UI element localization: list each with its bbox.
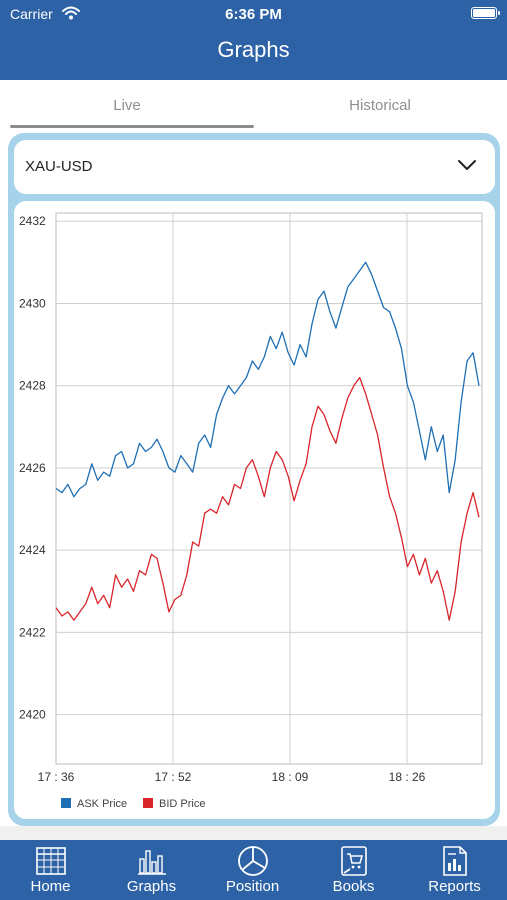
tab-live[interactable]: Live [113, 97, 141, 114]
chevron-down-icon [457, 158, 477, 177]
report-document-icon [404, 844, 505, 878]
app-header: Carrier 6:36 PM Graphs [0, 0, 507, 80]
graph-tabs: Live Historical [0, 80, 507, 130]
nav-home-label: Home [30, 878, 71, 895]
y-tick-label: 2428 [19, 379, 46, 393]
bid-price-line [55, 376, 480, 621]
pie-chart-icon [202, 844, 303, 878]
grid-calendar-icon [0, 844, 101, 878]
symbol-selector-value: XAU-USD [25, 158, 93, 175]
legend-item-ask: ASK Price [61, 798, 127, 810]
legend-label-bid: BID Price [159, 798, 206, 810]
nav-position-label: Position [225, 878, 280, 895]
nav-home[interactable]: Home [0, 840, 101, 900]
price-chart-svg: 2420 2422 2424 2426 2428 2430 2432 17 : 36 17 : … [19, 212, 483, 784]
nav-graphs-label: Graphs [126, 878, 177, 895]
y-tick-label: 2420 [19, 708, 46, 722]
legend-swatch-ask [61, 798, 71, 808]
legend-label-ask: ASK Price [77, 798, 128, 810]
bottom-nav: Home Graphs Position [0, 840, 507, 900]
cart-document-icon [303, 844, 404, 878]
status-time: 6:36 PM [225, 6, 282, 23]
y-tick-label: 2430 [19, 296, 46, 310]
plot-frame [55, 212, 483, 765]
carrier-label: Carrier [10, 6, 53, 22]
status-bar: Carrier 6:36 PM [0, 0, 507, 28]
legend-item-bid: BID Price [143, 798, 205, 810]
price-chart: 2420 2422 2424 2426 2428 2430 2432 17 : 36 17 : … [14, 201, 495, 819]
bottom-separator [0, 826, 507, 840]
ask-price-line [55, 261, 480, 498]
nav-graphs[interactable]: Graphs [101, 840, 202, 900]
y-tick-label: 2422 [19, 625, 46, 639]
nav-reports-label: Reports [428, 878, 481, 895]
x-tick-label: 17 : 36 [38, 770, 75, 784]
battery-icon [471, 7, 500, 19]
nav-books[interactable]: Books [303, 840, 404, 900]
nav-reports[interactable]: Reports [404, 840, 505, 900]
bar-chart-icon [101, 844, 202, 878]
x-tick-label: 17 : 52 [155, 770, 192, 784]
wifi-icon [62, 6, 80, 23]
page-title: Graphs [217, 37, 290, 62]
legend-swatch-bid [143, 798, 153, 808]
tab-historical[interactable]: Historical [349, 97, 411, 114]
active-tab-indicator [10, 125, 254, 128]
nav-books-label: Books [332, 878, 375, 895]
symbol-selector[interactable]: XAU-USD [14, 140, 495, 194]
x-tick-label: 18 : 09 [272, 770, 309, 784]
nav-position[interactable]: Position [202, 840, 303, 900]
y-tick-label: 2432 [19, 214, 46, 228]
y-tick-label: 2426 [19, 461, 46, 475]
y-tick-label: 2424 [19, 543, 46, 557]
x-tick-label: 18 : 26 [389, 770, 426, 784]
